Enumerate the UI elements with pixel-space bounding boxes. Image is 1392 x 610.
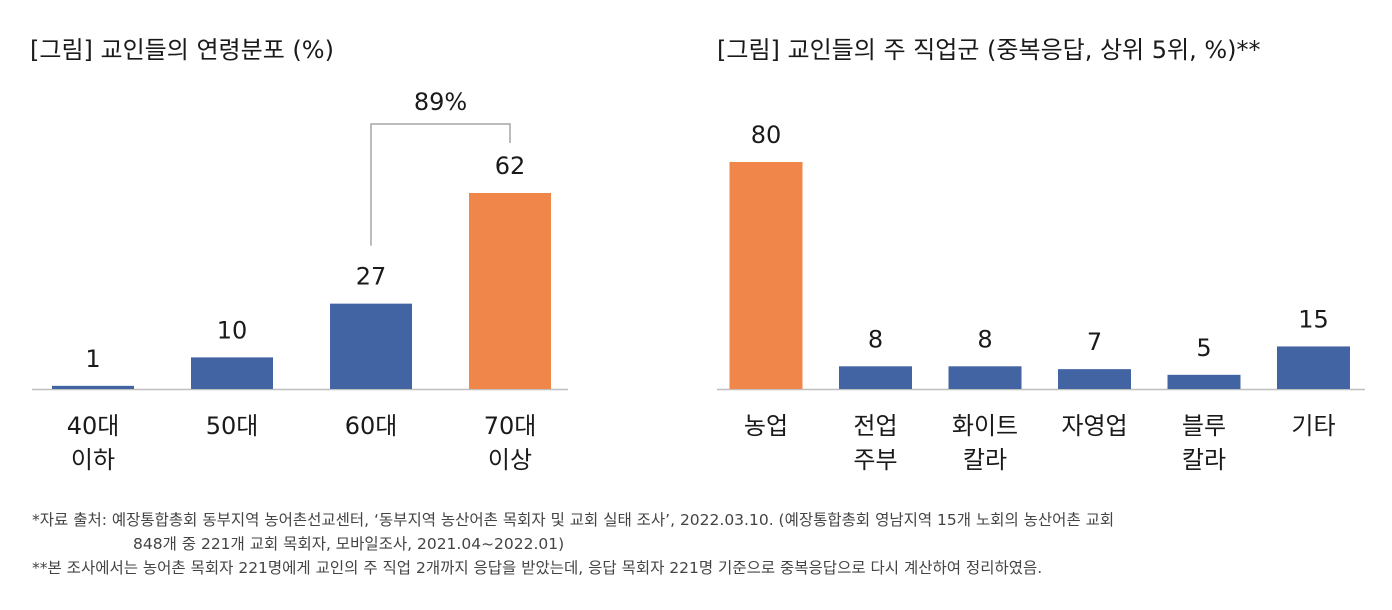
occupation-value-label-5: 15: [1298, 305, 1329, 333]
occupation-category-label-4-1: 칼라: [1182, 446, 1226, 474]
occupation-category-label-2-1: 칼라: [963, 446, 1007, 474]
age-category-label-2-0: 60대: [345, 412, 398, 440]
occupation-value-label-1: 8: [868, 325, 883, 353]
source-note-line-2: 848개 중 221개 교회 목회자, 모바일조사, 2021.04~2022.…: [133, 535, 565, 553]
age-sum-bracket: [370, 123, 511, 246]
occupation-value-label-4: 5: [1196, 334, 1211, 362]
age-category-label-3-0: 70대: [484, 412, 537, 440]
occupation-category-label-2-0: 화이트: [952, 412, 1018, 440]
method-note: **본 조사에서는 농어촌 목회자 221명에게 교인의 주 직업 2개까지 응…: [32, 559, 1043, 577]
occupation-bar-0: [729, 162, 803, 389]
age-category-label-1-0: 50대: [206, 412, 259, 440]
occupation-bar-1: [839, 366, 912, 389]
footnotes: *자료 출처: 예장통합총회 동부지역 농어촌선교센터, ‘동부지역 농산어촌 …: [32, 508, 1114, 580]
occupation-bar-4: [1167, 374, 1241, 389]
age-value-label-0: 1: [85, 345, 100, 373]
age-sum-label: 89%: [414, 88, 467, 116]
occupation-value-label-3: 7: [1087, 328, 1102, 356]
age-category-label-3-1: 이상: [488, 446, 532, 474]
age-bar-2: [330, 303, 412, 389]
age-value-label-3: 62: [495, 152, 526, 180]
age-bar-3: [469, 193, 551, 389]
occupation-category-label-1-0: 전업: [853, 412, 897, 440]
age-category-label-0-0: 40대: [67, 412, 120, 440]
age-value-label-1: 10: [217, 316, 248, 344]
occupation-category-label-3-0: 자영업: [1061, 412, 1127, 440]
occupation-category-label-4-0: 블루: [1182, 412, 1226, 440]
occupation-bar-2: [948, 366, 1022, 389]
source-note-line-1: *자료 출처: 예장통합총회 동부지역 농어촌선교센터, ‘동부지역 농산어촌 …: [32, 511, 1115, 529]
left-chart-title: [그림] 교인들의 연령분포 (%): [30, 36, 334, 64]
age-category-label-0-1: 이하: [71, 446, 115, 474]
occupation-bar-5: [1277, 346, 1350, 389]
occupation-category-label-0-0: 농업: [744, 412, 788, 440]
occupation-category-label-1-1: 주부: [853, 446, 897, 474]
occupation-category-label-5-0: 기타: [1291, 412, 1335, 440]
age-bar-0: [52, 385, 134, 389]
age-bar-1: [191, 357, 273, 389]
occupation-bar-3: [1058, 369, 1131, 389]
age-value-label-2: 27: [356, 263, 387, 291]
occupation-value-label-2: 8: [977, 325, 992, 353]
occupation-value-label-0: 80: [751, 121, 782, 149]
right-chart-title: [그림] 교인들의 주 직업군 (중복응답, 상위 5위, %)**: [717, 36, 1261, 64]
